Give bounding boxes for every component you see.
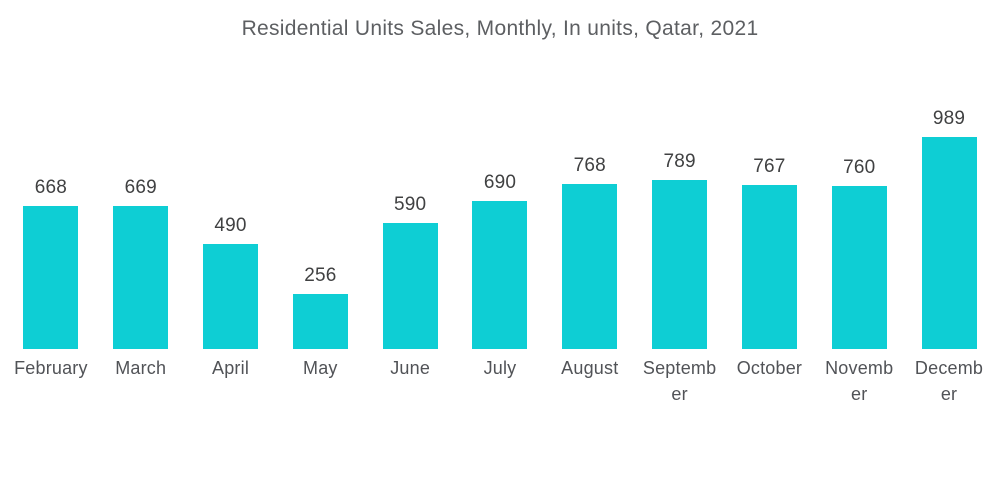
x-axis-label: February bbox=[14, 349, 88, 407]
x-axis-label-line: er bbox=[671, 384, 688, 404]
bar bbox=[472, 201, 528, 349]
bar bbox=[292, 294, 348, 349]
x-axis-label: August bbox=[561, 349, 618, 407]
plot-area: 668 February 669 March 490 April 256 May 590 June… bbox=[0, 87, 1000, 407]
bar-column: 690 July bbox=[455, 87, 545, 407]
x-axis-label: Septemb er bbox=[643, 349, 716, 407]
bar-value-label: 590 bbox=[394, 194, 427, 215]
x-axis-label-line: Decemb bbox=[914, 358, 984, 378]
bar-value-label: 989 bbox=[932, 108, 966, 129]
bar-column: 256 May bbox=[275, 87, 365, 407]
x-axis-label-line: June bbox=[390, 358, 431, 378]
bar-value-label: 690 bbox=[483, 172, 517, 193]
bar-value-label: 767 bbox=[753, 156, 786, 177]
x-axis-label-line: Novemb bbox=[825, 358, 894, 378]
bar bbox=[382, 223, 438, 349]
x-axis-label: Novemb er bbox=[825, 349, 893, 407]
bar bbox=[831, 186, 887, 349]
chart-title: Residential Units Sales, Monthly, In uni… bbox=[241, 17, 759, 40]
bar bbox=[741, 185, 797, 349]
x-axis-label-line: er bbox=[940, 384, 958, 404]
bar bbox=[113, 206, 169, 349]
bar bbox=[562, 184, 618, 349]
x-axis-label-line: er bbox=[851, 384, 868, 404]
bar bbox=[652, 180, 708, 349]
bar-column: 789 Septemb er bbox=[635, 87, 725, 407]
bar-value-label: 668 bbox=[34, 177, 68, 198]
x-axis-label: June bbox=[390, 349, 430, 407]
x-axis-label-line: May bbox=[303, 358, 338, 378]
bar-value-label: 669 bbox=[124, 177, 157, 198]
x-axis-label: March bbox=[115, 349, 166, 407]
x-axis-label-line: April bbox=[212, 358, 250, 378]
x-axis-label-line: July bbox=[483, 358, 517, 378]
bar-column: 669 March bbox=[96, 87, 186, 407]
bar-column: 590 June bbox=[365, 87, 455, 407]
bar-column: 767 October bbox=[725, 87, 815, 407]
bar-column: 760 Novemb er bbox=[814, 87, 904, 407]
x-axis-label: July bbox=[484, 349, 517, 407]
bar-value-label: 256 bbox=[304, 265, 337, 286]
x-axis-label: Decemb er bbox=[915, 349, 983, 407]
bar-column: 668 February bbox=[6, 87, 96, 407]
bar-value-label: 490 bbox=[214, 215, 247, 236]
x-axis-label-line: October bbox=[736, 358, 803, 378]
bar-column: 490 April bbox=[186, 87, 276, 407]
bar-column: 768 August bbox=[545, 87, 635, 407]
x-axis-label: October bbox=[737, 349, 802, 407]
bar-column: 989 Decemb er bbox=[904, 87, 994, 407]
x-axis-label-line: March bbox=[115, 358, 167, 378]
bar bbox=[921, 137, 977, 349]
x-axis-label-line: February bbox=[14, 358, 88, 378]
bar-value-label: 789 bbox=[663, 151, 696, 172]
x-axis-label-line: Septemb bbox=[642, 358, 717, 378]
bar bbox=[23, 206, 79, 349]
bar-value-label: 760 bbox=[843, 157, 876, 178]
bar bbox=[203, 244, 259, 349]
x-axis-label: April bbox=[212, 349, 249, 407]
x-axis-label-line: August bbox=[561, 358, 619, 378]
x-axis-label: May bbox=[303, 349, 338, 407]
bar-value-label: 768 bbox=[573, 155, 606, 176]
